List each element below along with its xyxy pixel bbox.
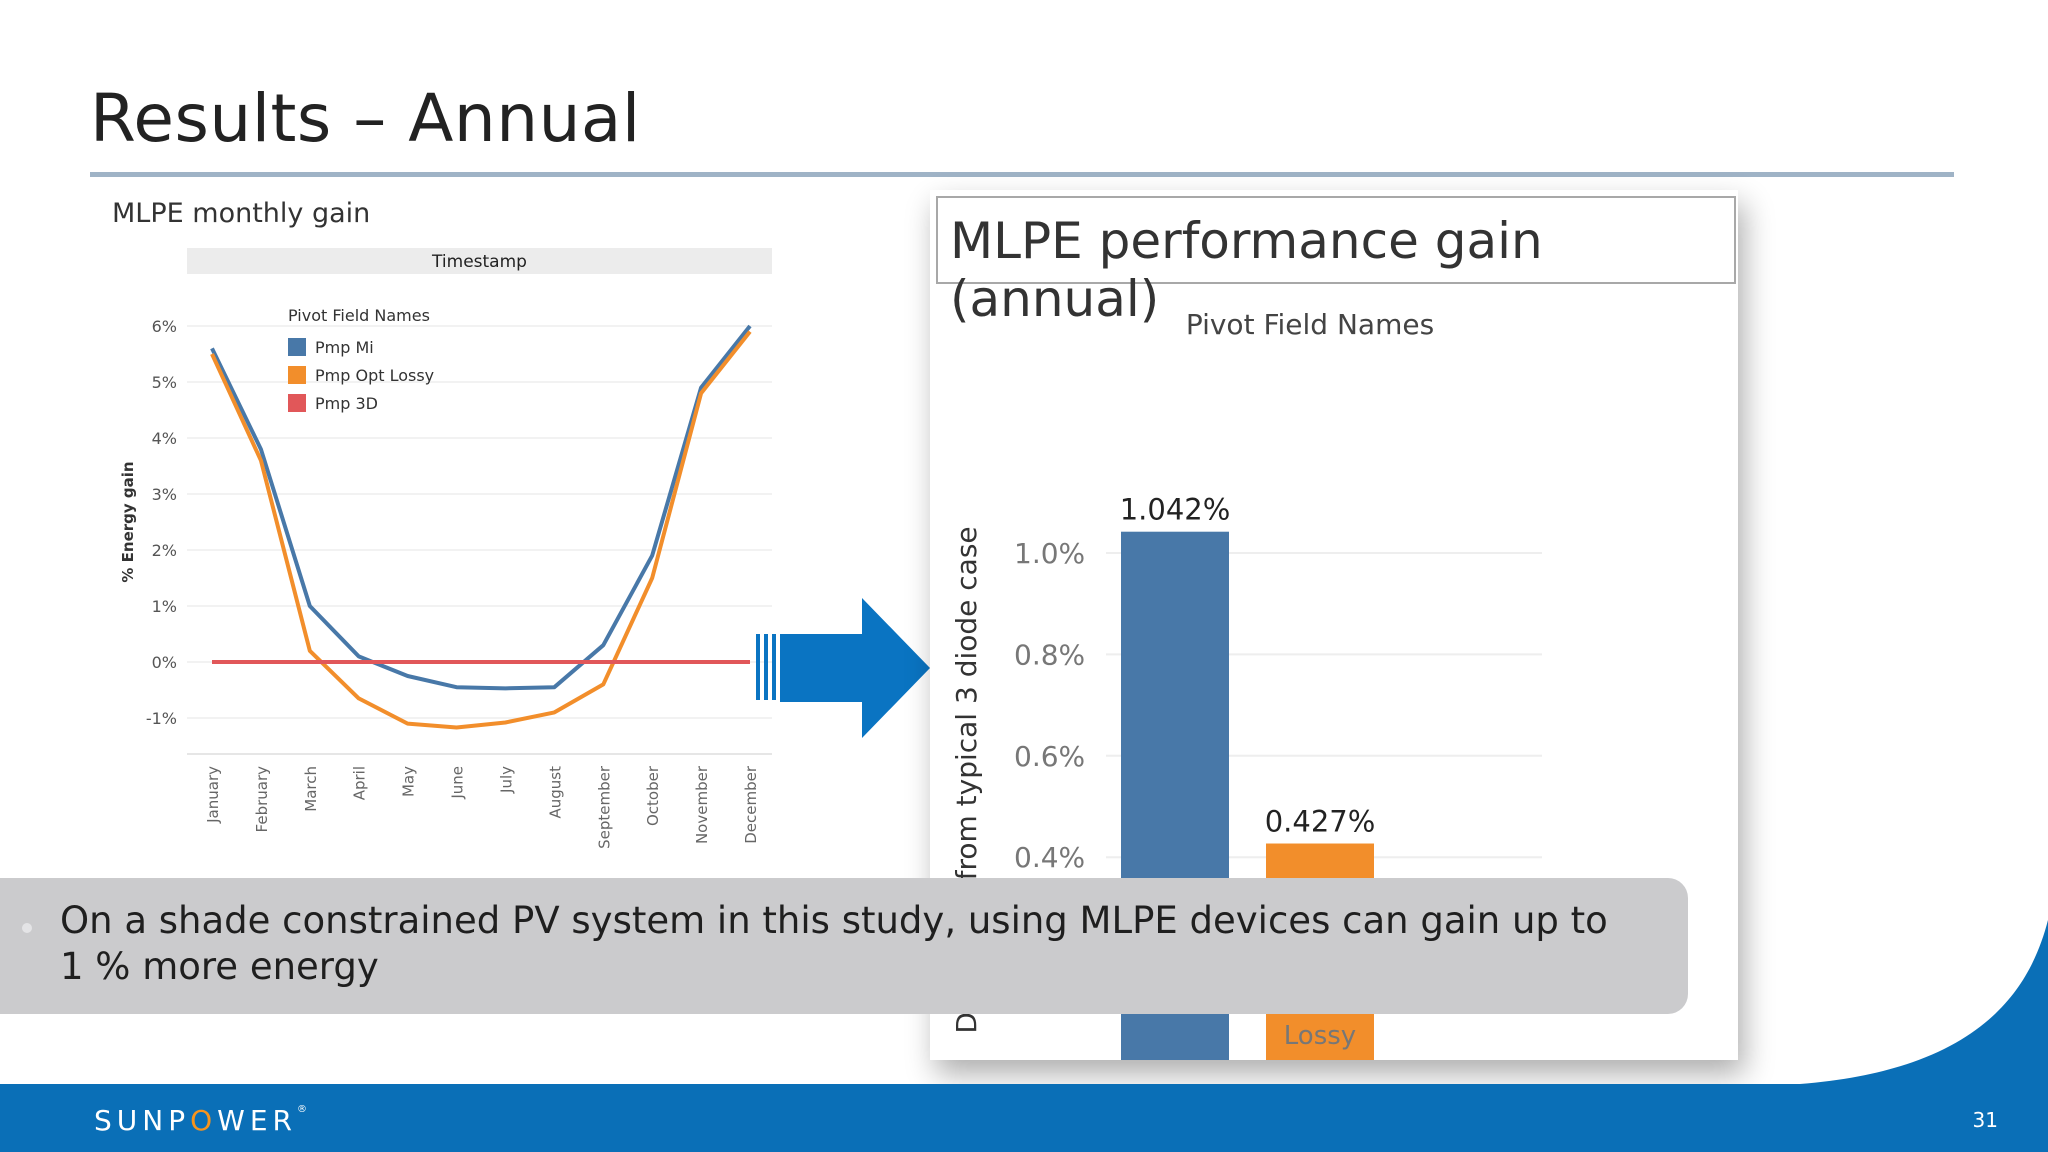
y-tick-label: 5%: [152, 373, 177, 392]
legend-swatch: [288, 366, 306, 384]
series-line-pmp-mi: [210, 324, 752, 691]
page-number: 31: [1972, 1108, 1998, 1132]
y-tick-label: 0.6%: [1014, 740, 1085, 773]
legend-swatch: [288, 394, 306, 412]
monthly-gain-chart: Timestamp 6% 5% 4% 3% 2% 1% 0% -1% % Energy gain J…: [119, 248, 772, 849]
x-tick-label: September: [595, 765, 613, 849]
x-tick-label: March: [302, 766, 320, 812]
legend-item-pmp-3d: Pmp 3D: [288, 389, 434, 417]
slide-title: Results – Annual: [90, 80, 641, 157]
y-tick-label: 1%: [152, 597, 177, 616]
x-tick-label: May: [400, 766, 418, 797]
y-axis-label: % Energy gain: [119, 461, 137, 582]
x-tick-label: December: [742, 765, 760, 844]
sunpower-logo: SUNPOWER®: [94, 1104, 307, 1137]
callout-box: On a shade constrained PV system in this…: [0, 878, 1688, 1014]
data-label: 0.427%: [1265, 805, 1376, 839]
y-tick-label: 0.8%: [1014, 638, 1085, 671]
x-tick-label: November: [693, 765, 711, 844]
legend-title: Pivot Field Names: [288, 306, 430, 325]
bullet-icon: [22, 923, 32, 933]
annual-title-box: MLPE performance gain (annual): [936, 196, 1736, 328]
y-tick-label: 0%: [152, 653, 177, 672]
x-tick-label: June: [449, 766, 467, 800]
x-tick-label: Lossy: [1284, 1021, 1356, 1051]
monthly-chart-legend: Pivot Field Names Pmp Mi Pmp Opt Lossy P…: [288, 306, 434, 417]
right-arrow-icon: [756, 598, 930, 738]
series-line-pmp-opt-lossy: [210, 330, 752, 730]
legend-item-pmp-opt-lossy: Pmp Opt Lossy: [288, 361, 434, 389]
title-rule: [90, 172, 1954, 177]
footer-bar: SUNPOWER® 31: [0, 1084, 2048, 1152]
x-tick-label: April: [351, 766, 369, 800]
y-tick-label: 0.4%: [1014, 841, 1085, 874]
legend-label: Pmp Mi: [315, 337, 374, 357]
legend-label: Pmp 3D: [315, 393, 378, 413]
x-tick-label: August: [546, 766, 564, 819]
x-tick-label: January: [204, 766, 222, 824]
chart-header-band: [187, 248, 772, 274]
x-tick-label: October: [644, 765, 662, 826]
legend-item-pmp-mi: Pmp Mi: [288, 333, 434, 361]
callout-text: On a shade constrained PV system in this…: [60, 899, 1608, 988]
legend-swatch: [288, 338, 306, 356]
x-tick-label: July: [497, 766, 515, 794]
annual-legend-title: Pivot Field Names: [1185, 308, 1435, 341]
x-tick-label: February: [253, 766, 271, 833]
legend-label: Pmp Opt Lossy: [315, 365, 435, 385]
y-tick-label: 3%: [152, 485, 177, 504]
y-tick-label: 6%: [152, 317, 177, 336]
monthly-chart-title: MLPE monthly gain: [112, 198, 371, 229]
y-tick-label: 1.0%: [1014, 537, 1085, 570]
annual-chart-title: MLPE performance gain (annual): [950, 212, 1543, 328]
y-tick-label: 4%: [152, 429, 177, 448]
data-label: 1.042%: [1120, 493, 1231, 527]
corner-swoosh-graphic: [1800, 920, 2048, 1084]
y-tick-label: 2%: [152, 541, 177, 560]
y-tick-label: -1%: [146, 709, 177, 728]
chart-header: Timestamp: [431, 252, 527, 272]
